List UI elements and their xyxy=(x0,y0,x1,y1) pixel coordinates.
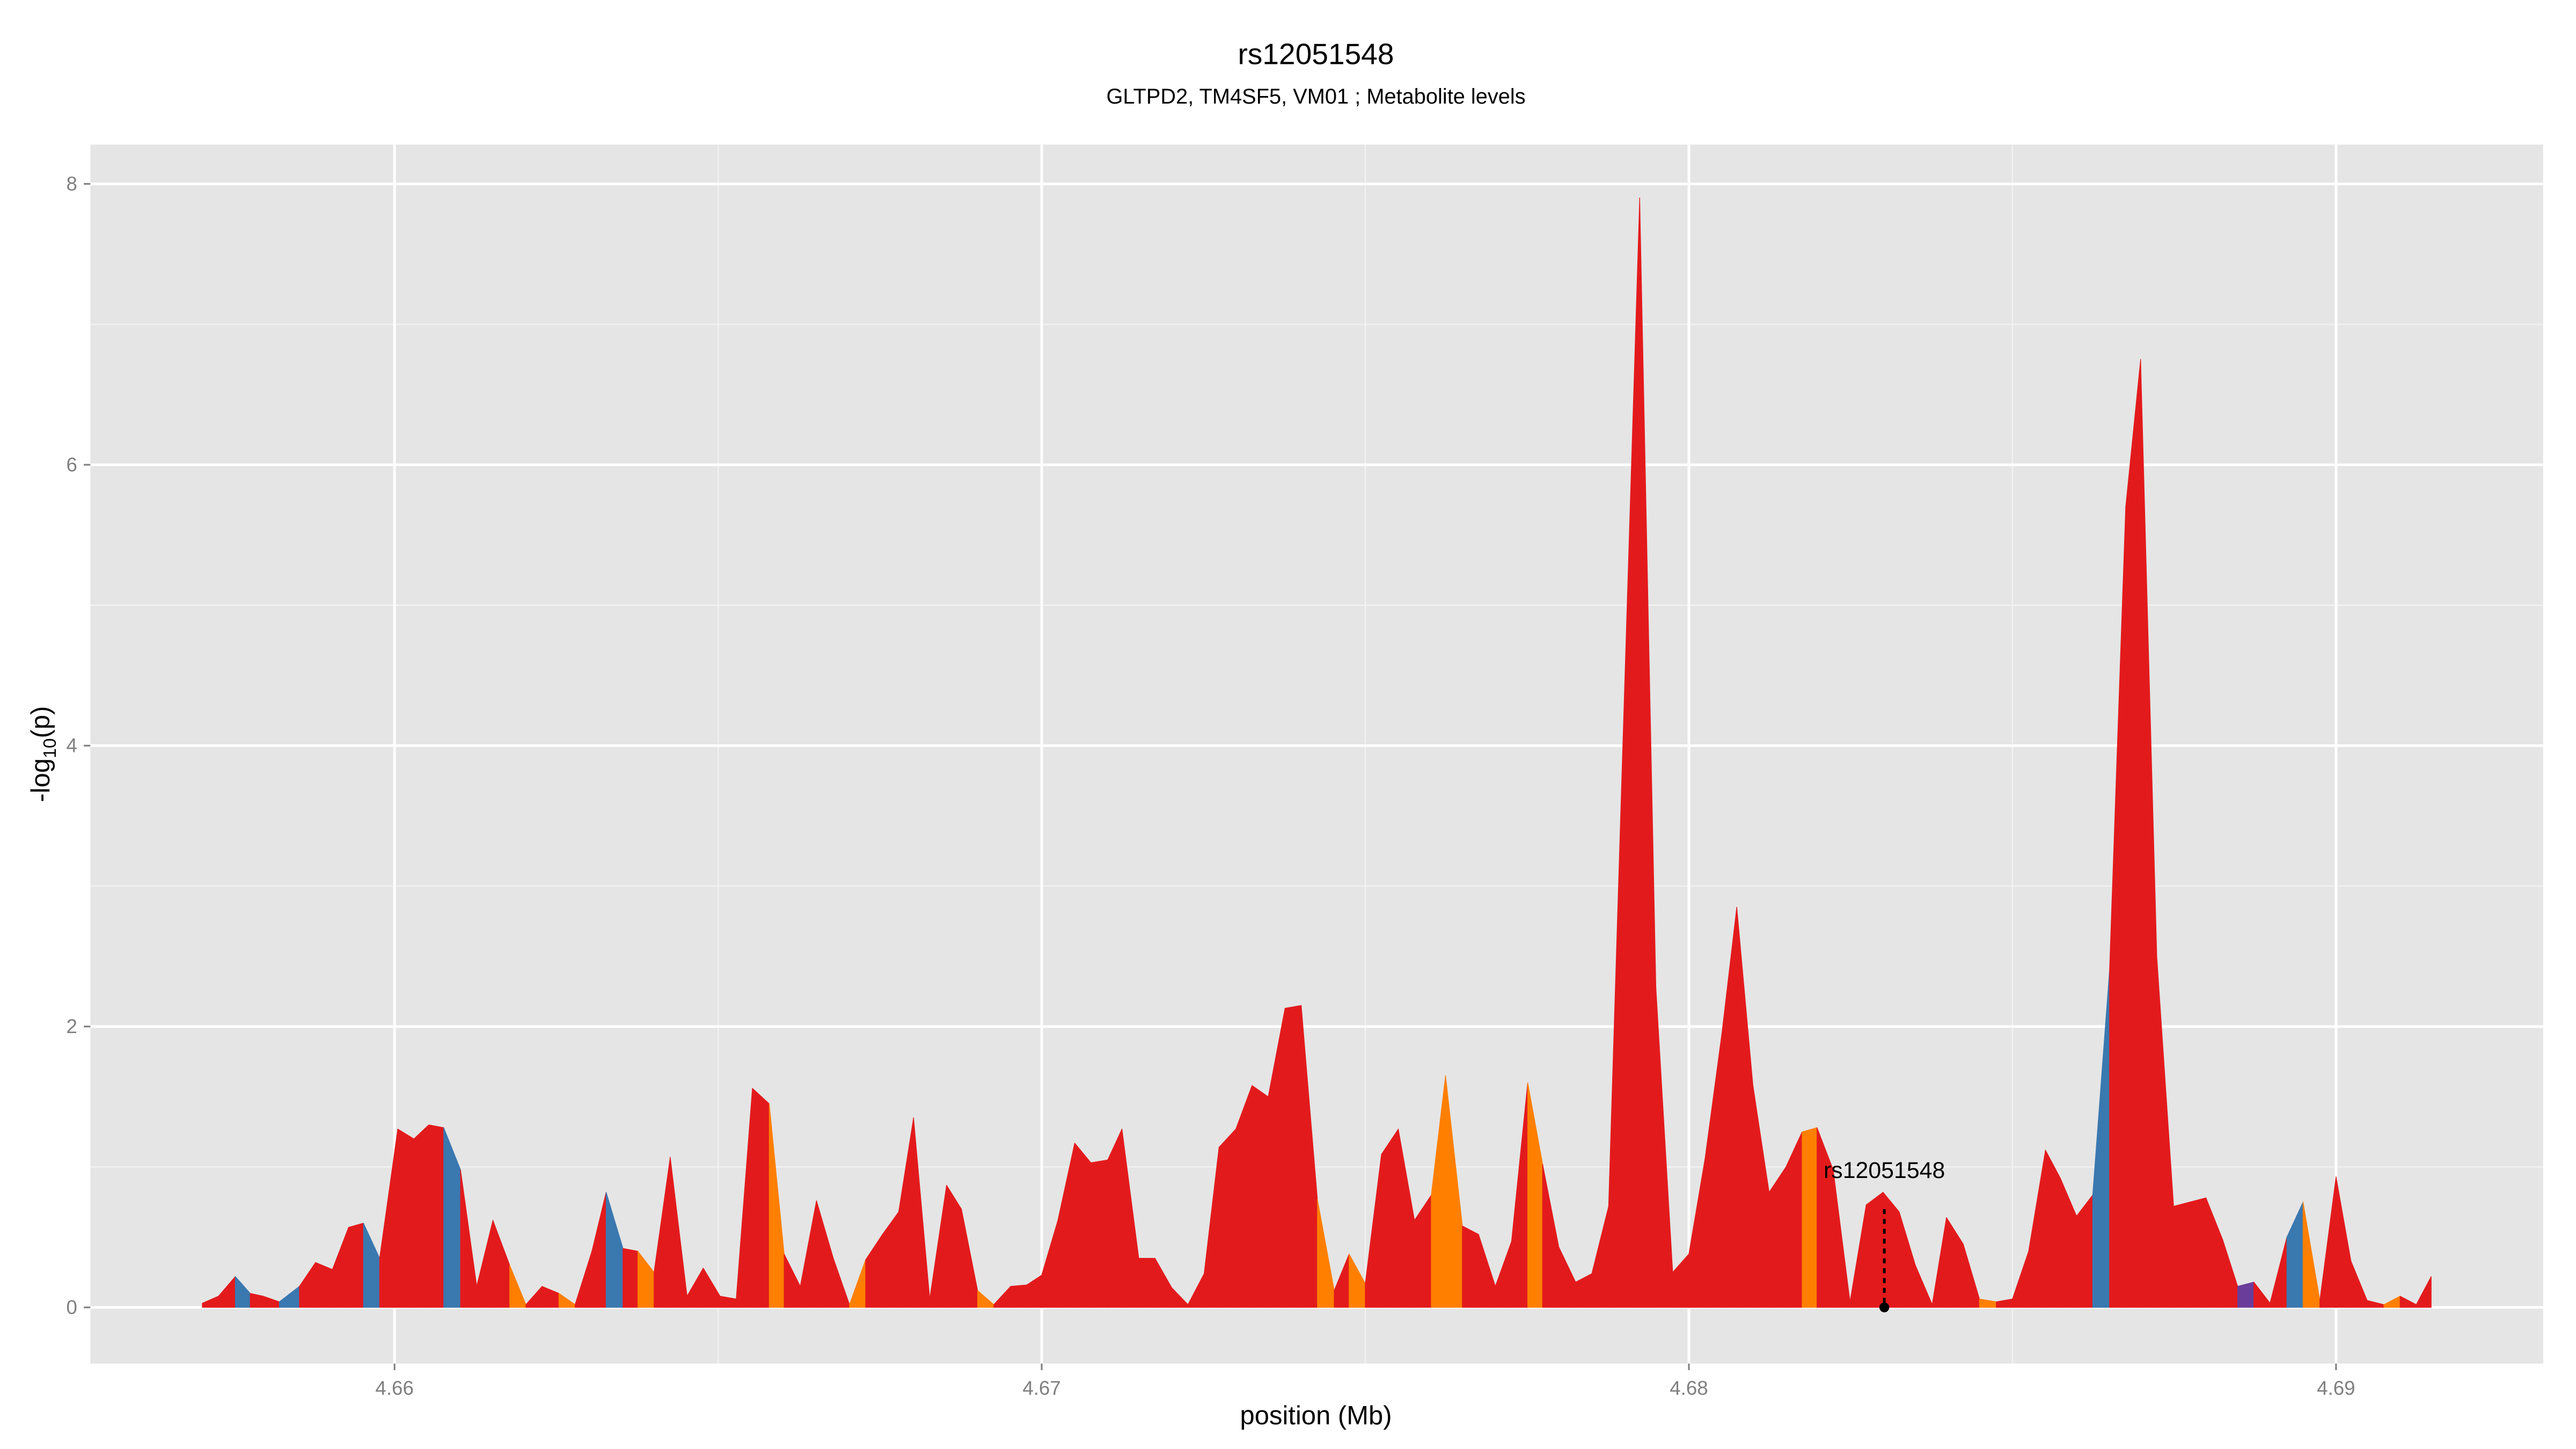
y-label-part: -log xyxy=(26,758,55,802)
area-segment xyxy=(2125,359,2141,1308)
x-tick-label: 4.67 xyxy=(1022,1377,1060,1399)
area-segment xyxy=(1284,1005,1302,1308)
annotation-point xyxy=(1879,1302,1890,1313)
chart-title: rs12051548 xyxy=(1238,37,1394,70)
area-segment xyxy=(1462,1225,1479,1308)
y-tick-label: 2 xyxy=(66,1015,77,1037)
area-segment xyxy=(1138,1257,1155,1308)
y-tick-label: 8 xyxy=(66,173,77,195)
y-axis-label: -log10(p) xyxy=(26,706,60,802)
y-tick-label: 6 xyxy=(66,453,77,475)
x-axis-label: position (Mb) xyxy=(1240,1401,1392,1430)
area-segment xyxy=(250,1293,264,1308)
area-segment xyxy=(315,1262,333,1308)
area-marks: rs12051548 xyxy=(202,197,2432,1313)
area-segment xyxy=(1865,1191,1884,1308)
chart-subtitle: GLTPD2, TM4SF5, VM01 ; Metabolite levels xyxy=(1106,85,1525,108)
y-label-part: (p) xyxy=(26,706,55,738)
area-segment xyxy=(2173,1202,2190,1308)
area-segment xyxy=(2189,1197,2207,1308)
area-segment xyxy=(2045,1150,2061,1308)
area-segment xyxy=(1252,1085,1269,1308)
annotation-label: rs12051548 xyxy=(1824,1158,1945,1183)
y-tick-label: 4 xyxy=(66,735,77,757)
area-segment xyxy=(348,1223,364,1308)
area-segment xyxy=(1107,1129,1123,1308)
area-segment xyxy=(1010,1284,1027,1308)
area-segment xyxy=(1381,1129,1399,1308)
area-segment xyxy=(1091,1159,1108,1308)
x-tick-label: 4.66 xyxy=(375,1377,413,1399)
area-segment xyxy=(1074,1143,1092,1308)
x-tick-label: 4.69 xyxy=(2317,1377,2355,1399)
area-segment xyxy=(413,1124,429,1308)
area-segment xyxy=(2237,1282,2255,1308)
axes: 4.66 4.67 4.68 4.69 0 2 4 6 8 xyxy=(66,173,2355,1399)
area-segment xyxy=(1768,1166,1787,1308)
y-tick-label: 0 xyxy=(66,1296,77,1318)
area-segment xyxy=(2416,1276,2432,1308)
area-segment xyxy=(428,1124,444,1308)
area-segment xyxy=(752,1088,770,1308)
area-segment xyxy=(1802,1127,1818,1308)
y-label-subscript: 10 xyxy=(40,738,60,758)
x-tick-label: 4.68 xyxy=(1670,1377,1708,1399)
area-segment xyxy=(623,1248,639,1308)
area-segment xyxy=(1218,1129,1236,1308)
area-segment xyxy=(397,1129,414,1308)
